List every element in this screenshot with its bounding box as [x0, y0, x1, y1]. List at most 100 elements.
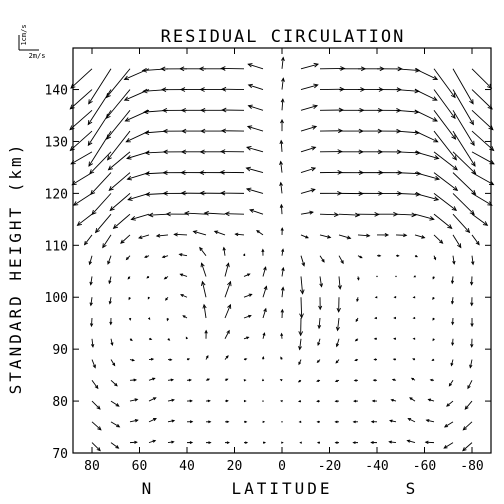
vector-arrow	[407, 418, 416, 423]
vector-arrow	[471, 89, 493, 110]
vector-arrow	[279, 181, 283, 194]
vector-arrow	[356, 297, 359, 303]
vector-arrow	[335, 317, 340, 332]
vector-arrow	[316, 379, 321, 382]
vector-arrow	[357, 276, 360, 281]
vector-arrow	[69, 109, 93, 131]
vector-arrow	[167, 440, 175, 444]
vector-arrow	[69, 130, 93, 152]
vector-arrow	[224, 329, 230, 339]
vector-arrow	[471, 255, 475, 266]
vector-arrow	[432, 276, 435, 280]
vector-arrow	[452, 110, 475, 147]
vector-arrow	[470, 338, 474, 348]
vector-arrow	[90, 338, 95, 348]
vector-arrow	[452, 234, 462, 249]
vector-arrow	[280, 227, 284, 235]
vector-arrow	[433, 110, 457, 140]
vector-arrow	[299, 441, 302, 444]
vector-arrow	[167, 358, 173, 362]
vector-arrow	[450, 276, 455, 285]
vector-arrow	[410, 377, 416, 381]
vector-arrow	[163, 276, 169, 280]
vector-arrow	[106, 110, 131, 140]
vector-arrow	[89, 297, 93, 307]
vector-arrow	[243, 293, 253, 298]
vector-arrow	[213, 230, 226, 236]
vector-arrow	[357, 255, 363, 259]
vector-arrow	[129, 338, 133, 342]
vector-arrow	[433, 193, 458, 212]
vector-arrow	[414, 234, 426, 239]
vector-arrow	[392, 358, 397, 361]
vector-arrow	[148, 357, 155, 361]
vector-arrow	[414, 151, 440, 160]
vector-arrow	[462, 421, 473, 431]
vector-arrow	[451, 317, 455, 326]
vector-arrow	[245, 187, 264, 194]
vector-arrow	[462, 442, 473, 452]
vector-arrow	[390, 398, 397, 402]
vector-arrow	[205, 441, 212, 445]
vector-arrow	[112, 213, 131, 230]
vector-arrow	[249, 208, 264, 215]
x-hemisphere-south-label: S	[406, 479, 419, 498]
vector-arrow	[224, 378, 229, 381]
vector-arrow	[300, 188, 316, 194]
vector-arrow	[138, 234, 150, 239]
vector-arrow	[147, 317, 151, 321]
vector-arrow	[201, 280, 207, 298]
vector-arrow	[198, 66, 226, 72]
vector-arrow	[243, 273, 251, 277]
vector-arrow	[414, 130, 439, 143]
vector-arrow	[261, 248, 265, 256]
vector-arrow	[109, 317, 113, 326]
vector-arrow	[319, 128, 344, 134]
vector-arrow	[471, 130, 495, 152]
vector-arrow	[224, 420, 230, 424]
vector-arrow	[178, 253, 188, 257]
vector-arrow	[300, 125, 318, 132]
vector-arrow	[186, 441, 194, 445]
vector-arrow	[205, 420, 212, 424]
vector-arrow	[413, 275, 416, 278]
vector-arrow	[161, 255, 169, 259]
vector-arrow	[280, 56, 285, 69]
vector-arrow	[186, 420, 194, 424]
vector-arrow	[109, 193, 131, 212]
vector-arrow	[167, 398, 175, 402]
vector-arrow	[316, 359, 321, 364]
vector-arrow	[443, 421, 454, 428]
vector-arrow	[300, 104, 319, 111]
reference-horizontal-label: 2m/s	[29, 52, 46, 60]
vector-arrow	[88, 255, 93, 266]
vector-arrow	[298, 359, 302, 366]
vector-arrow	[471, 151, 495, 165]
vector-arrow	[108, 172, 131, 192]
vector-arrow	[352, 441, 359, 445]
vector-arrow	[182, 315, 188, 319]
y-tick-label: 120	[45, 187, 68, 202]
vector-arrow	[247, 83, 264, 90]
vector-arrow	[395, 212, 417, 218]
vector-arrow	[94, 213, 112, 234]
vector-arrow	[89, 276, 93, 286]
vector-arrow	[186, 378, 192, 382]
vector-arrow	[155, 233, 169, 238]
vector-arrow	[372, 378, 378, 382]
vector-arrow	[279, 203, 284, 215]
vector-arrow	[448, 380, 454, 387]
vector-arrow	[335, 359, 340, 364]
vector-arrow	[425, 419, 435, 423]
vector-arrow	[105, 89, 131, 120]
vector-arrow	[409, 397, 416, 402]
vector-arrow	[414, 192, 440, 201]
vector-arrow	[334, 441, 340, 444]
vector-arrow	[374, 316, 378, 320]
vector-arrow	[433, 234, 444, 244]
vector-arrow	[452, 89, 474, 126]
vector-arrow	[148, 377, 156, 381]
vector-arrow	[471, 68, 493, 89]
vector-arrow	[395, 233, 408, 238]
vector-arrow	[204, 329, 208, 339]
